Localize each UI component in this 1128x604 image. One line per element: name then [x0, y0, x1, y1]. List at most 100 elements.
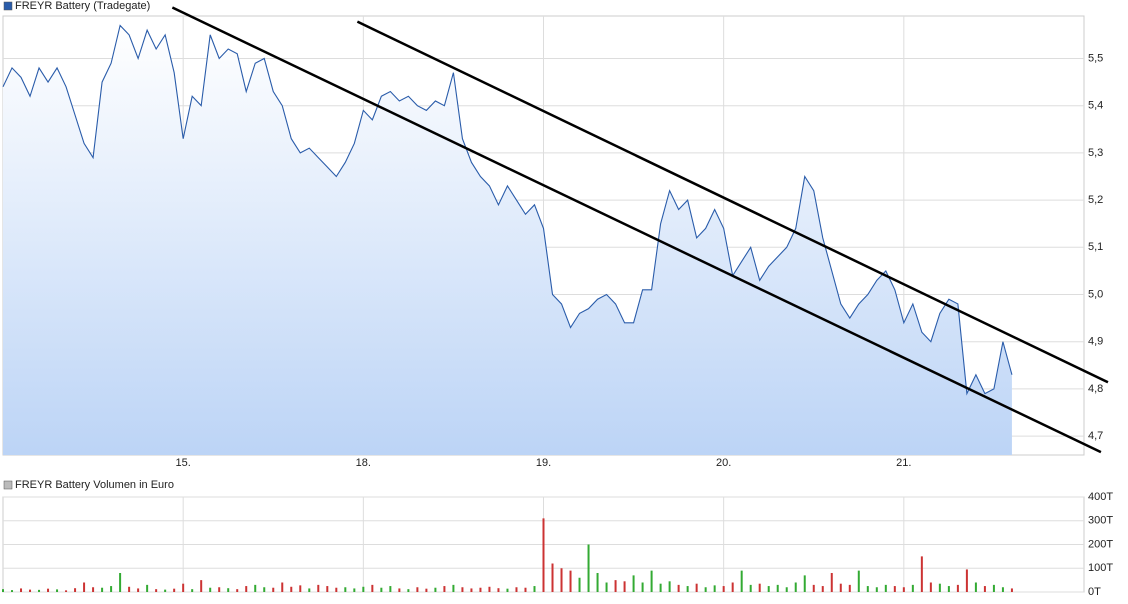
volume-bar: [497, 588, 500, 592]
volume-bar: [983, 586, 986, 592]
volume-bar: [11, 590, 14, 592]
y-tick-label: 0T: [1088, 586, 1101, 598]
volume-bar: [947, 586, 950, 592]
volume-bar: [686, 586, 689, 592]
volume-bar: [38, 589, 41, 592]
volume-bar: [173, 588, 176, 592]
volume-bar: [542, 518, 545, 592]
volume-bar: [992, 584, 995, 592]
volume-bar: [524, 587, 527, 592]
volume-bar: [371, 584, 374, 592]
volume-bar: [29, 589, 32, 592]
volume-bar: [767, 586, 770, 592]
volume-bar: [263, 587, 266, 592]
y-tick-label: 5,1: [1088, 241, 1103, 253]
volume-bar: [470, 588, 473, 592]
volume-bar: [857, 570, 860, 592]
volume-bar: [875, 587, 878, 592]
volume-bar: [569, 570, 572, 592]
volume-bar: [182, 583, 185, 592]
volume-bar: [956, 584, 959, 592]
volume-bar: [560, 568, 563, 592]
y-tick-label: 5,4: [1088, 100, 1103, 112]
x-tick-label: 15.: [176, 457, 191, 469]
volume-bar: [389, 586, 392, 592]
volume-bar: [533, 586, 536, 592]
volume-bar: [812, 584, 815, 592]
y-tick-label: 300T: [1088, 515, 1113, 527]
volume-bar: [155, 589, 158, 592]
volume-bar: [1010, 588, 1013, 592]
volume-bar: [677, 584, 680, 592]
x-tick-label: 21.: [896, 457, 911, 469]
volume-bar: [695, 583, 698, 592]
volume-bar: [740, 570, 743, 592]
volume-bar: [479, 587, 482, 592]
volume-bar: [938, 583, 941, 592]
y-tick-label: 5,5: [1088, 52, 1103, 64]
volume-bar: [605, 582, 608, 592]
volume-bar: [92, 587, 95, 592]
volume-bar: [893, 586, 896, 592]
volume-bar: [218, 587, 221, 592]
volume-bar: [290, 586, 293, 592]
volume-bar: [407, 589, 410, 592]
volume-bar: [362, 586, 365, 592]
volume-bar: [2, 589, 4, 592]
volume-bar: [74, 588, 77, 592]
volume-bar: [254, 584, 257, 592]
volume-bar: [785, 587, 788, 592]
volume-bar: [659, 583, 662, 592]
volume-bar: [596, 573, 599, 592]
volume-bar: [578, 577, 581, 592]
volume-bar: [245, 586, 248, 592]
volume-bar: [398, 588, 401, 592]
x-tick-label: 18.: [356, 457, 371, 469]
volume-bar: [866, 586, 869, 592]
volume-bar: [515, 587, 518, 592]
volume-bar: [776, 584, 779, 592]
volume-bar: [146, 584, 149, 592]
volume-bar: [632, 575, 635, 592]
volume-bar: [452, 584, 455, 592]
volume-bar: [353, 588, 356, 592]
volume-bar: [56, 589, 59, 592]
volume-bar: [434, 587, 437, 592]
y-tick-label: 200T: [1088, 538, 1113, 550]
volume-bar: [668, 581, 671, 592]
volume-bar: [164, 589, 167, 592]
y-tick-label: 5,2: [1088, 194, 1103, 206]
volume-bar: [830, 573, 833, 592]
volume-bar: [308, 588, 311, 592]
volume-bar: [821, 586, 824, 592]
volume-bar: [191, 589, 194, 592]
volume-bar: [803, 575, 806, 592]
legend-label: FREYR Battery Volumen in Euro: [15, 479, 174, 491]
volume-bar: [317, 584, 320, 592]
volume-bar: [281, 582, 284, 592]
volume-bar: [326, 586, 329, 592]
volume-bar: [911, 584, 914, 592]
volume-bar: [551, 563, 554, 592]
volume-bar: [587, 544, 590, 592]
volume-bar: [380, 587, 383, 592]
y-tick-label: 5,3: [1088, 147, 1103, 159]
volume-bar: [884, 584, 887, 592]
volume-bar: [128, 586, 131, 592]
volume-bar: [209, 587, 212, 592]
legend-label: FREYR Battery (Tradegate): [15, 0, 150, 12]
volume-bar: [461, 587, 464, 592]
volume-bar: [713, 585, 716, 592]
volume-bar: [758, 583, 761, 592]
volume-bar: [83, 582, 86, 592]
volume-bar: [650, 570, 653, 592]
volume-bar: [839, 583, 842, 592]
volume-bar: [299, 585, 302, 592]
y-tick-label: 4,9: [1088, 336, 1103, 348]
volume-bar: [119, 573, 122, 592]
volume-bar: [425, 588, 428, 592]
volume-bar: [614, 580, 617, 592]
y-tick-label: 4,7: [1088, 430, 1103, 442]
